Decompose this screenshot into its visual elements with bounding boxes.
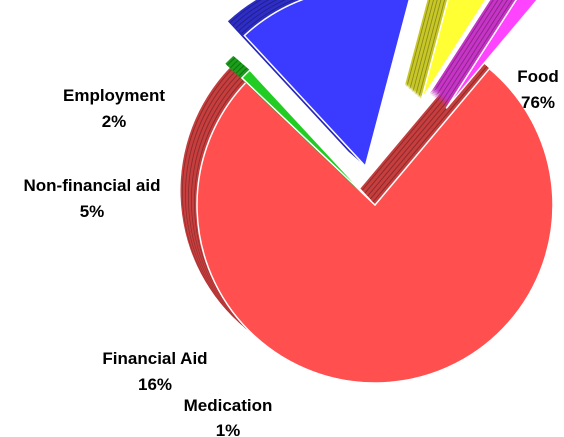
slice-label-medication: Medication 1% [184,396,273,437]
slice-value-medication: 1% [216,421,241,437]
pie-slices [180,0,554,384]
slice-food [180,54,554,384]
slice-financial-aid [227,0,411,168]
slice-top-financial-aid [243,0,411,168]
slice-label-financial-aid: Financial Aid 16% [102,349,207,394]
slice-name-financial-aid: Financial Aid [102,349,207,368]
slice-value-employment: 2% [102,112,127,131]
slice-value-non-financial-aid: 5% [80,202,105,221]
slice-name-employment: Employment [63,86,165,105]
slice-label-food: Food 76% [517,67,559,112]
slice-medication [225,55,372,202]
slice-top-medication [240,69,372,202]
slice-top-food [196,67,554,384]
slice-label-employment: Employment 2% [63,86,165,131]
slice-top-non-financial-aid [420,0,487,101]
slice-value-financial-aid: 16% [138,375,172,394]
slice-name-medication: Medication [184,396,273,415]
slice-name-food: Food [517,67,559,86]
slice-employment [429,0,539,109]
slice-non-financial-aid [404,0,487,101]
slice-name-non-financial-aid: Non-financial aid [24,176,161,195]
slice-value-food: 76% [521,93,555,112]
slice-top-employment [445,0,539,109]
slice-label-non-financial-aid: Non-financial aid 5% [24,176,161,221]
